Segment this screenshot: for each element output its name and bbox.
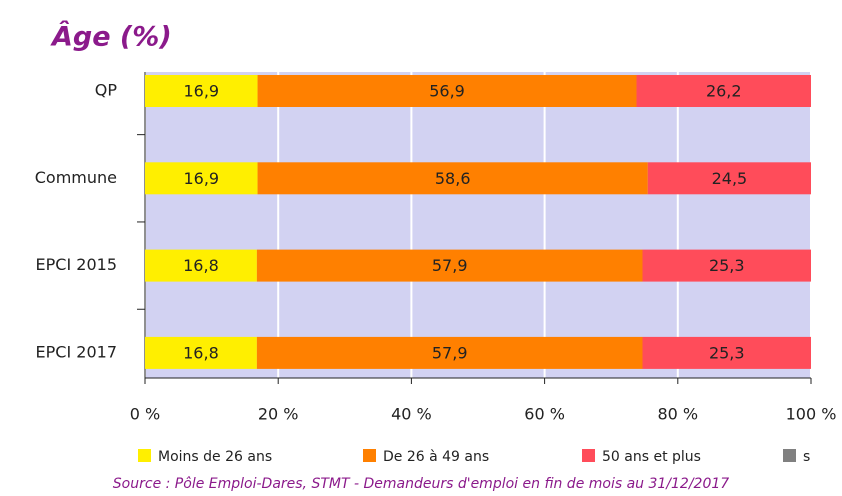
bar-segment xyxy=(257,75,637,107)
data-label: 16,8 xyxy=(183,343,219,362)
bar-segment xyxy=(642,249,811,282)
plot-background xyxy=(145,72,811,378)
chart-title: Âge (%) xyxy=(50,21,172,53)
x-tick-label: 0 % xyxy=(130,405,160,424)
data-label: 58,6 xyxy=(435,169,471,188)
data-label: 57,9 xyxy=(432,343,468,362)
legend-label: De 26 à 49 ans xyxy=(383,449,489,465)
source: Source : Pôle Emploi-Dares, STMT - Deman… xyxy=(113,476,729,492)
y-tick-label: EPCI 2015 xyxy=(36,255,117,274)
bar-segment xyxy=(256,336,643,369)
legend-swatch xyxy=(138,449,151,462)
bar-segment xyxy=(145,162,258,195)
legend-label: s xyxy=(803,449,810,465)
legend-swatch xyxy=(783,449,796,462)
x-tick-label: 20 % xyxy=(258,405,299,424)
y-tick-label: QP xyxy=(95,81,118,100)
data-label: 24,5 xyxy=(712,169,748,188)
bar-segment xyxy=(647,162,811,195)
data-label: 57,9 xyxy=(432,256,468,275)
bar-segment xyxy=(642,336,811,369)
legend-swatch xyxy=(363,449,376,462)
data-label: 16,9 xyxy=(183,82,219,101)
x-tick-label: 40 % xyxy=(391,405,432,424)
data-label: 26,2 xyxy=(706,82,742,101)
bar-segment xyxy=(145,75,258,107)
x-tick-label: 100 % xyxy=(786,405,837,424)
bar-segment xyxy=(636,75,811,107)
legend-swatch xyxy=(582,449,595,462)
y-tick-label: EPCI 2017 xyxy=(36,342,117,361)
bar-segment xyxy=(145,336,257,369)
data-label: 16,9 xyxy=(183,169,219,188)
data-label: 25,3 xyxy=(709,256,745,275)
x-tick-label: 60 % xyxy=(524,405,565,424)
data-label: 25,3 xyxy=(709,343,745,362)
legend-label: Moins de 26 ans xyxy=(158,449,272,465)
legend-label: 50 ans et plus xyxy=(602,449,701,465)
data-label: 56,9 xyxy=(429,82,465,101)
x-tick-label: 80 % xyxy=(657,405,698,424)
data-label: 16,8 xyxy=(183,256,219,275)
bar-segment xyxy=(145,249,257,282)
y-tick-label: Commune xyxy=(35,168,117,187)
bar-segment xyxy=(257,162,648,195)
bar-segment xyxy=(256,249,643,282)
